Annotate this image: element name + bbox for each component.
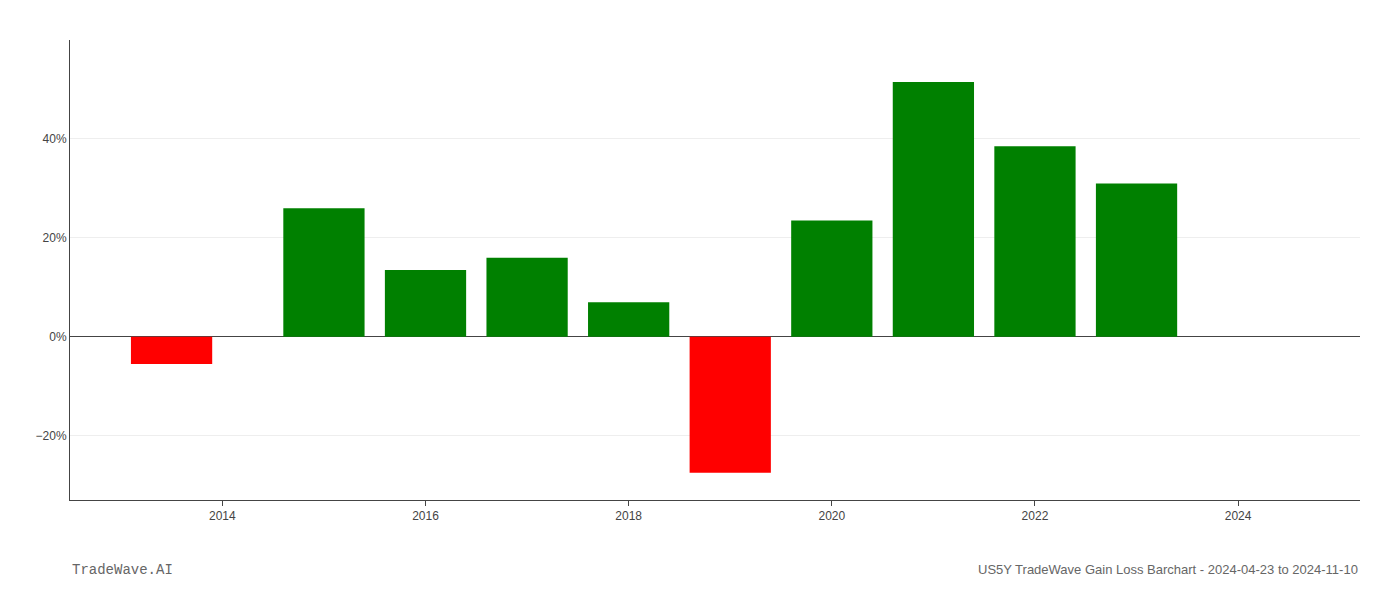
svg-text:40%: 40% (43, 132, 67, 146)
svg-text:0%: 0% (49, 330, 67, 344)
svg-text:TradeWave.AI: TradeWave.AI (72, 562, 173, 578)
svg-text:2024: 2024 (1225, 509, 1252, 523)
svg-text:2022: 2022 (1022, 509, 1049, 523)
svg-text:2016: 2016 (412, 509, 439, 523)
svg-text:−20%: −20% (36, 429, 67, 443)
svg-text:2018: 2018 (615, 509, 642, 523)
svg-text:20%: 20% (43, 231, 67, 245)
svg-text:2020: 2020 (818, 509, 845, 523)
svg-text:US5Y TradeWave Gain Loss Barch: US5Y TradeWave Gain Loss Barchart - 2024… (978, 562, 1358, 577)
svg-text:2014: 2014 (209, 509, 236, 523)
